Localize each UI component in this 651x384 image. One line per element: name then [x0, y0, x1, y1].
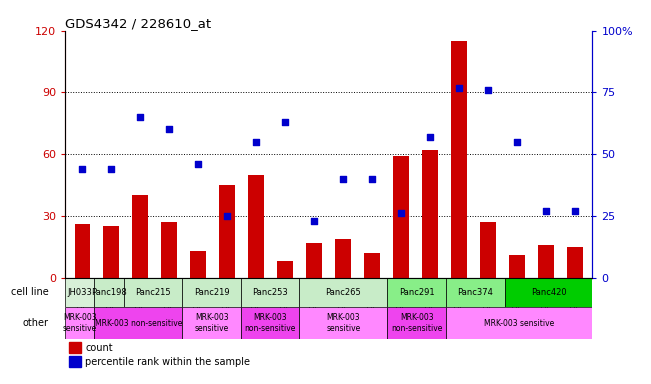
Text: MRK-003
sensitive: MRK-003 sensitive — [62, 313, 97, 333]
Bar — [104, 226, 119, 278]
Point — [222, 213, 232, 219]
Text: MRK-003
sensitive: MRK-003 sensitive — [195, 313, 229, 333]
Bar — [505, 278, 592, 307]
Bar — [451, 41, 467, 278]
Point — [106, 166, 117, 172]
Bar — [567, 247, 583, 278]
Text: Panc219: Panc219 — [194, 288, 229, 297]
Text: Panc215: Panc215 — [135, 288, 171, 297]
Text: MRK-003
non-sensitive: MRK-003 non-sensitive — [245, 313, 296, 333]
Bar — [509, 255, 525, 278]
Text: MRK-003 sensitive: MRK-003 sensitive — [484, 319, 554, 328]
Point — [483, 87, 493, 93]
Bar — [219, 185, 235, 278]
Bar — [241, 307, 299, 339]
Point — [164, 126, 174, 132]
Bar — [446, 278, 505, 307]
Bar — [335, 238, 351, 278]
Text: MRK-003
sensitive: MRK-003 sensitive — [326, 313, 361, 333]
Bar — [69, 342, 81, 353]
Text: Panc420: Panc420 — [531, 288, 566, 297]
Bar — [299, 307, 387, 339]
Point — [135, 114, 146, 120]
Bar — [94, 278, 124, 307]
Bar — [190, 251, 206, 278]
Point — [570, 208, 580, 214]
Bar — [387, 307, 446, 339]
Text: GDS4342 / 228610_at: GDS4342 / 228610_at — [65, 17, 211, 30]
Bar — [387, 278, 446, 307]
Point — [309, 218, 320, 224]
Point — [541, 208, 551, 214]
Bar — [74, 224, 90, 278]
Text: Panc291: Panc291 — [399, 288, 434, 297]
Point — [454, 84, 464, 91]
Point — [193, 161, 204, 167]
Text: other: other — [23, 318, 49, 328]
Text: MRK-003 non-sensitive: MRK-003 non-sensitive — [94, 319, 182, 328]
Text: count: count — [85, 343, 113, 353]
Text: Panc253: Panc253 — [253, 288, 288, 297]
Point — [396, 210, 406, 217]
Text: Panc265: Panc265 — [326, 288, 361, 297]
Bar — [446, 307, 592, 339]
Bar — [393, 156, 409, 278]
Bar — [65, 278, 94, 307]
Point — [280, 119, 290, 125]
Bar — [365, 253, 380, 278]
Bar — [307, 243, 322, 278]
Point — [512, 139, 522, 145]
Bar — [299, 278, 387, 307]
Text: Panc198: Panc198 — [91, 288, 127, 297]
Bar — [69, 356, 81, 367]
Bar — [65, 307, 94, 339]
Text: percentile rank within the sample: percentile rank within the sample — [85, 357, 250, 367]
Bar — [480, 222, 496, 278]
Point — [425, 134, 436, 140]
Bar — [161, 222, 177, 278]
Bar — [124, 278, 182, 307]
Point — [367, 176, 378, 182]
Bar — [182, 307, 241, 339]
Bar — [132, 195, 148, 278]
Point — [338, 176, 348, 182]
Bar — [182, 278, 241, 307]
Point — [77, 166, 88, 172]
Text: JH033: JH033 — [67, 288, 92, 297]
Text: MRK-003
non-sensitive: MRK-003 non-sensitive — [391, 313, 442, 333]
Text: cell line: cell line — [11, 287, 49, 297]
Text: Panc374: Panc374 — [457, 288, 493, 297]
Bar — [94, 307, 182, 339]
Bar — [248, 175, 264, 278]
Bar — [277, 261, 293, 278]
Bar — [538, 245, 554, 278]
Bar — [241, 278, 299, 307]
Bar — [422, 150, 438, 278]
Point — [251, 139, 262, 145]
